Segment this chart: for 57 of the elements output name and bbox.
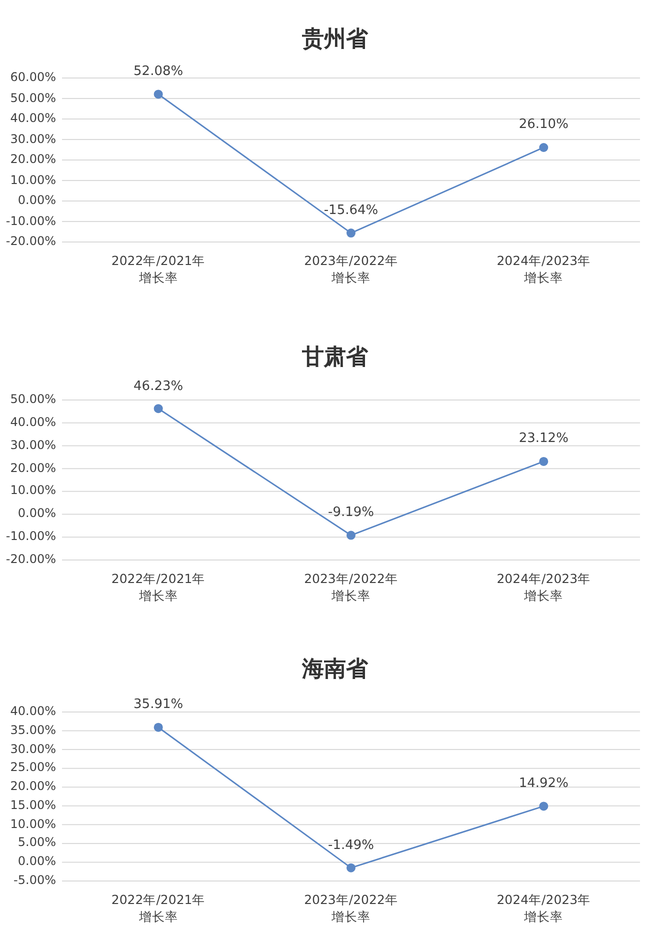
y-tick-label: 35.00% [9, 722, 56, 737]
y-tick-label: 25.00% [9, 760, 56, 774]
y-tick-label: 20.00% [9, 779, 56, 794]
chart-title: 海南省 [300, 656, 370, 684]
y-tick-label: 20.00% [9, 460, 56, 475]
data-label: 52.08% [132, 64, 184, 80]
y-tick-label: 10.00% [9, 172, 56, 186]
data-label: 23.12% [518, 431, 570, 446]
data-label: 46.23% [132, 378, 184, 394]
y-tick-label: -20.00% [4, 552, 56, 566]
data-label: -9.19% [327, 505, 375, 520]
y-tick-label: 0.00% [16, 854, 56, 868]
chart-title: 甘肃省 [301, 344, 370, 372]
y-tick-label: -10.00% [4, 214, 56, 228]
y-tick-label: 0.00% [16, 193, 56, 207]
x-tick-label: 2022年/2021年增长率 [110, 891, 206, 925]
point [539, 802, 548, 811]
point [539, 456, 548, 466]
y-tick-label: 30.00% [9, 438, 56, 452]
point [154, 90, 163, 99]
y-tick-label: 15.00% [9, 798, 56, 812]
y-tick-label: 60.00% [9, 70, 56, 84]
y-tick-label: 50.00% [9, 90, 56, 104]
y-tick-label: -10.00% [4, 529, 56, 544]
y-tick-label: 10.00% [9, 816, 56, 831]
x-tick-label: 2024年/2023年增长率 [496, 570, 592, 604]
data-label: -15.64% [322, 203, 380, 218]
data-label: 14.92% [518, 776, 570, 792]
data-label: -1.49% [327, 838, 375, 853]
y-tick-label: 20.00% [9, 152, 56, 166]
point [346, 863, 356, 872]
y-tick-label: 40.00% [9, 111, 56, 125]
point [539, 142, 548, 152]
x-tick-label: 2023年/2022年增长率 [303, 570, 399, 604]
y-tick-label: 5.00% [16, 835, 56, 850]
chart-title: 贵州省 [301, 26, 370, 54]
x-tick-label: 2024年/2023年增长率 [496, 891, 592, 925]
point [346, 530, 356, 540]
y-tick-label: 50.00% [9, 392, 56, 406]
y-tick-label: 40.00% [9, 414, 56, 429]
y-tick-label: 10.00% [9, 483, 56, 498]
y-tick-label: 0.00% [16, 506, 56, 520]
point [154, 404, 163, 414]
data-label: 35.91% [132, 697, 184, 712]
data-label: 26.10% [518, 117, 570, 132]
x-tick-label: 2022年/2021年增长率 [110, 570, 206, 604]
x-tick-label: 2023年/2022年增长率 [303, 891, 399, 925]
point [154, 722, 163, 732]
y-tick-label: 30.00% [9, 132, 56, 146]
y-tick-label: 40.00% [9, 704, 56, 718]
point [346, 228, 356, 238]
x-tick-label: 2024年/2023年增长率 [496, 252, 592, 286]
x-tick-label: 2022年/2021年增长率 [110, 252, 206, 286]
y-tick-label: 30.00% [9, 742, 56, 756]
y-tick-label: -20.00% [4, 234, 56, 248]
x-tick-label: 2023年/2022年增长率 [303, 252, 399, 286]
y-tick-label: -5.00% [12, 873, 56, 887]
